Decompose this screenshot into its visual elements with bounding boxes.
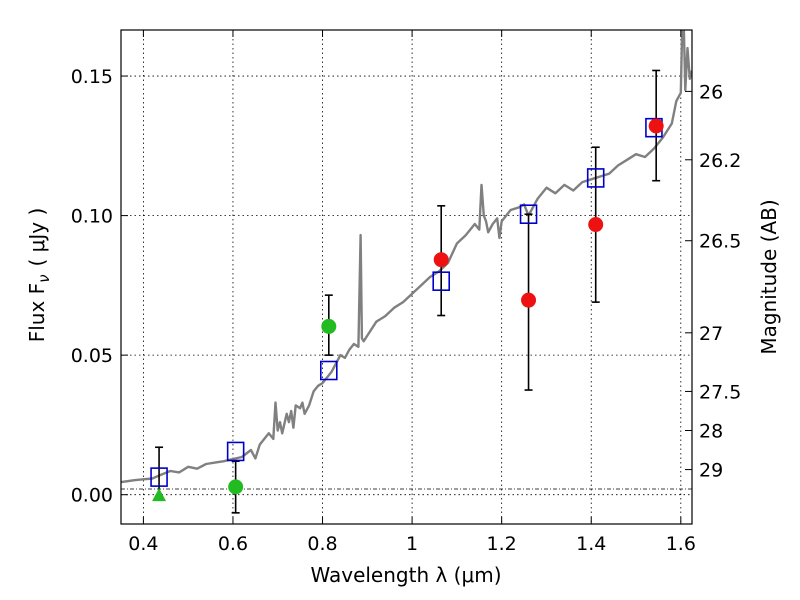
x-tick-label: 1 <box>406 533 418 555</box>
y2-tick-label: 27.5 <box>699 381 741 403</box>
x-tick-label: 0.6 <box>218 533 248 555</box>
y-axis-title-unit: ( μJy ) <box>25 208 49 267</box>
y2-tick-label: 26 <box>699 81 723 103</box>
y-tick-label: 0.10 <box>71 206 113 228</box>
model-photometry-square <box>519 204 538 225</box>
model-photometry-square <box>150 467 168 487</box>
observed-point-red <box>521 292 537 308</box>
observed-point-red <box>433 252 449 268</box>
tick-layer: 0.4 0.6 0.8 1 1.2 1.4 1.6 0.00 0.05 0.10 0.15 26 26.… <box>71 30 741 555</box>
upper-limit-triangle <box>152 488 167 502</box>
grid-layer <box>121 30 692 524</box>
x-tick-label: 0.4 <box>128 533 158 555</box>
y2-tick-label: 29 <box>699 460 723 482</box>
y-axis-title-sub: ν <box>35 274 53 282</box>
observed-point-red <box>648 118 664 134</box>
y2-tick-label: 27 <box>699 323 723 345</box>
observed-point-green <box>321 318 337 334</box>
y-tick-label: 0.05 <box>71 345 113 367</box>
model-sed-line <box>121 30 692 484</box>
y2-tick-label: 28 <box>699 421 723 443</box>
plot-frame <box>120 29 693 525</box>
model-photometry-square <box>226 441 245 462</box>
observed-point-green <box>228 479 244 495</box>
y2-tick-label: 26.5 <box>699 231 741 253</box>
y2-tick-label: 26.2 <box>699 150 741 172</box>
point-layer <box>152 118 664 502</box>
y2-axis-title: Magnitude (AB) <box>757 199 781 354</box>
errorbar-layer <box>155 69 661 514</box>
x-axis-title: Wavelength λ (μm) <box>310 563 501 587</box>
x-tick-label: 1.2 <box>487 533 517 555</box>
observed-point-red <box>588 217 604 233</box>
y-tick-label: 0.00 <box>71 485 113 507</box>
model-layer <box>121 30 692 484</box>
y-axis-title: Flux Fν ( μJy ) <box>25 208 53 343</box>
square-layer <box>150 117 663 487</box>
model-photometry-square <box>586 168 605 188</box>
y-axis-title-text: Flux F <box>25 283 49 342</box>
model-photometry-square <box>319 360 338 381</box>
x-tick-label: 1.6 <box>666 533 696 555</box>
x-tick-label: 1.4 <box>576 533 606 555</box>
y-tick-label: 0.15 <box>71 66 113 88</box>
model-photometry-square <box>432 271 451 291</box>
x-tick-label: 0.8 <box>307 533 337 555</box>
